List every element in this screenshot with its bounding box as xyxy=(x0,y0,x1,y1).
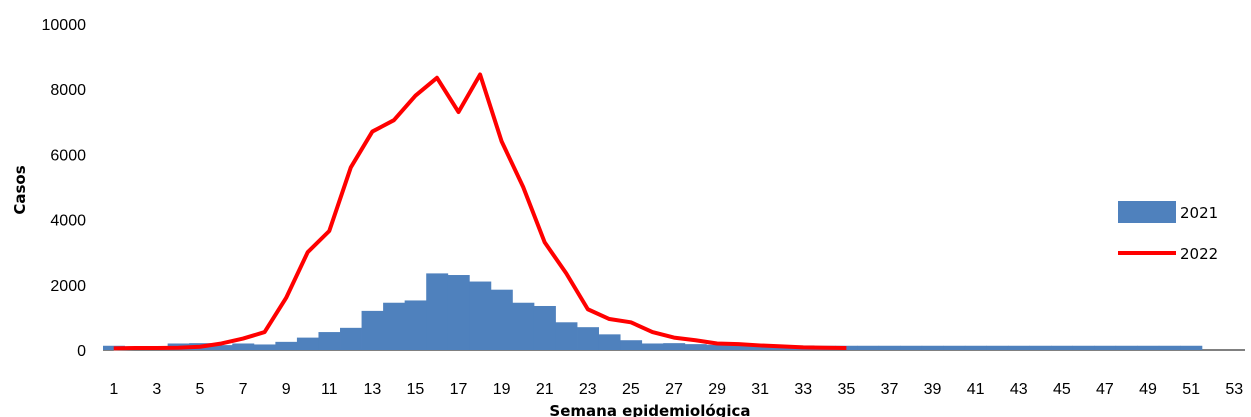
bar-2021 xyxy=(986,345,1009,350)
y-tick-label: 10000 xyxy=(42,17,87,34)
legend-label-2021: 2021 xyxy=(1180,204,1218,222)
bar-2021 xyxy=(727,344,750,350)
x-axis-label: Semana epidemiológica xyxy=(549,402,750,417)
x-tick-label: 17 xyxy=(450,381,468,398)
bar-2021 xyxy=(469,281,492,350)
x-tick-label: 13 xyxy=(363,381,381,398)
bar-2021 xyxy=(318,332,341,350)
y-axis-label: Casos xyxy=(11,165,29,214)
bar-2021 xyxy=(1094,345,1117,350)
bar-2021 xyxy=(663,343,686,350)
bar-2021 xyxy=(210,345,233,350)
bar-2021 xyxy=(857,345,880,350)
bar-2021 xyxy=(383,302,406,350)
x-tick-label: 47 xyxy=(1096,381,1114,398)
bar-2021 xyxy=(296,337,319,350)
x-tick-label: 39 xyxy=(924,381,942,398)
y-tick-labels: 0 2000 4000 6000 8000 10000 xyxy=(42,17,87,360)
bar-2021 xyxy=(1072,345,1095,350)
y-tick-label: 2000 xyxy=(50,278,86,295)
x-tick-label: 37 xyxy=(881,381,899,398)
bar-2021 xyxy=(404,300,427,350)
bar-2021 xyxy=(749,345,772,350)
bar-2021 xyxy=(275,341,298,350)
bar-2021 xyxy=(641,343,664,350)
bar-2021 xyxy=(1137,345,1160,350)
legend-swatch-2021 xyxy=(1118,201,1176,223)
y-tick-label: 0 xyxy=(77,343,86,360)
x-tick-label: 5 xyxy=(196,381,205,398)
bar-2021 xyxy=(361,310,384,350)
bar-2021 xyxy=(1158,345,1181,350)
x-tick-label: 3 xyxy=(152,381,161,398)
bar-2021 xyxy=(1115,345,1138,350)
x-tick-label: 1 xyxy=(109,381,118,398)
bar-2021 xyxy=(1180,345,1203,350)
bar-2021 xyxy=(555,322,578,350)
bar-2021 xyxy=(533,305,556,350)
x-tick-label: 31 xyxy=(751,381,769,398)
y-tick-label: 6000 xyxy=(50,147,86,164)
bar-2021 xyxy=(232,343,255,350)
legend: 2021 2022 xyxy=(1118,201,1218,263)
x-tick-label: 9 xyxy=(282,381,291,398)
bar-2021 xyxy=(1051,345,1074,350)
bar-2021 xyxy=(964,345,987,350)
bar-2021 xyxy=(1007,345,1030,350)
x-tick-label: 11 xyxy=(321,381,338,398)
x-tick-label: 45 xyxy=(1053,381,1071,398)
x-tick-label: 51 xyxy=(1182,381,1200,398)
x-tick-label: 7 xyxy=(239,381,248,398)
x-tick-label: 29 xyxy=(708,381,726,398)
x-tick-labels: 1 3 5 7 9 11 13 15 17 19 21 23 25 27 29 31 33 35 37 39 41 43 4… xyxy=(109,381,1243,398)
bar-2021 xyxy=(447,275,470,350)
bar-2021 xyxy=(512,302,535,350)
x-tick-label: 23 xyxy=(579,381,597,398)
series-2022-line xyxy=(113,72,847,351)
bar-2021 xyxy=(943,345,966,350)
legend-label-2022: 2022 xyxy=(1180,245,1218,263)
series-2021-bars xyxy=(103,273,1203,350)
x-tick-label: 53 xyxy=(1225,381,1243,398)
bar-2021 xyxy=(835,345,858,350)
bar-2021 xyxy=(1029,345,1052,350)
x-tick-label: 21 xyxy=(536,381,554,398)
x-tick-label: 43 xyxy=(1010,381,1028,398)
bar-2021 xyxy=(426,273,449,350)
bar-2021 xyxy=(921,345,944,350)
x-tick-label: 15 xyxy=(407,381,425,398)
bar-2021 xyxy=(900,345,923,350)
bar-2021 xyxy=(684,344,707,350)
x-tick-label: 27 xyxy=(665,381,683,398)
bar-2021 xyxy=(253,344,276,350)
x-tick-label: 25 xyxy=(622,381,640,398)
bar-2021 xyxy=(598,334,621,350)
x-tick-label: 33 xyxy=(794,381,812,398)
bar-2021 xyxy=(490,289,513,350)
x-tick-label: 49 xyxy=(1139,381,1157,398)
x-tick-label: 41 xyxy=(967,381,985,398)
x-tick-label: 35 xyxy=(837,381,855,398)
y-tick-label: 4000 xyxy=(50,213,86,230)
y-tick-label: 8000 xyxy=(50,82,86,99)
x-tick-label: 19 xyxy=(493,381,511,398)
bar-2021 xyxy=(620,340,643,350)
bar-2021 xyxy=(878,345,901,350)
bar-2021 xyxy=(577,327,599,350)
bar-2021 xyxy=(706,344,729,350)
bar-2021 xyxy=(340,327,362,350)
